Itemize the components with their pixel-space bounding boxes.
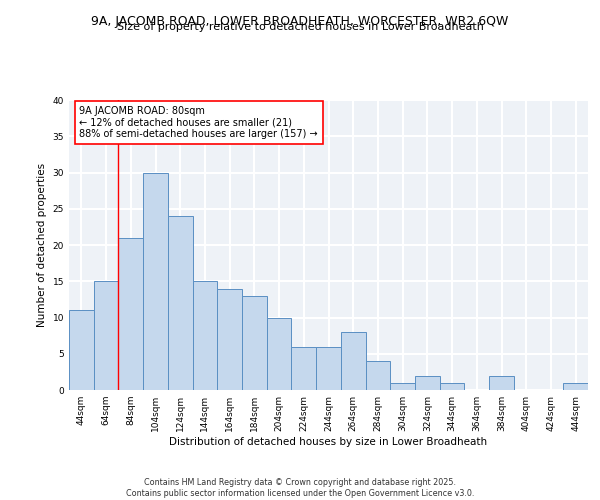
X-axis label: Distribution of detached houses by size in Lower Broadheath: Distribution of detached houses by size …: [169, 436, 488, 446]
Bar: [365, 361, 390, 390]
Text: 9A JACOMB ROAD: 80sqm
← 12% of detached houses are smaller (21)
88% of semi-deta: 9A JACOMB ROAD: 80sqm ← 12% of detached …: [79, 106, 318, 139]
Bar: [168, 216, 193, 390]
Bar: [118, 238, 143, 390]
Bar: [69, 310, 94, 390]
Bar: [440, 383, 464, 390]
Bar: [316, 346, 341, 390]
Bar: [242, 296, 267, 390]
Text: 9A, JACOMB ROAD, LOWER BROADHEATH, WORCESTER, WR2 6QW: 9A, JACOMB ROAD, LOWER BROADHEATH, WORCE…: [91, 15, 509, 28]
Bar: [489, 376, 514, 390]
Text: Size of property relative to detached houses in Lower Broadheath: Size of property relative to detached ho…: [116, 22, 484, 32]
Bar: [94, 281, 118, 390]
Bar: [217, 288, 242, 390]
Y-axis label: Number of detached properties: Number of detached properties: [37, 163, 47, 327]
Bar: [415, 376, 440, 390]
Bar: [143, 172, 168, 390]
Bar: [341, 332, 365, 390]
Bar: [267, 318, 292, 390]
Text: Contains HM Land Registry data © Crown copyright and database right 2025.
Contai: Contains HM Land Registry data © Crown c…: [126, 478, 474, 498]
Bar: [563, 383, 588, 390]
Bar: [193, 281, 217, 390]
Bar: [390, 383, 415, 390]
Bar: [292, 346, 316, 390]
